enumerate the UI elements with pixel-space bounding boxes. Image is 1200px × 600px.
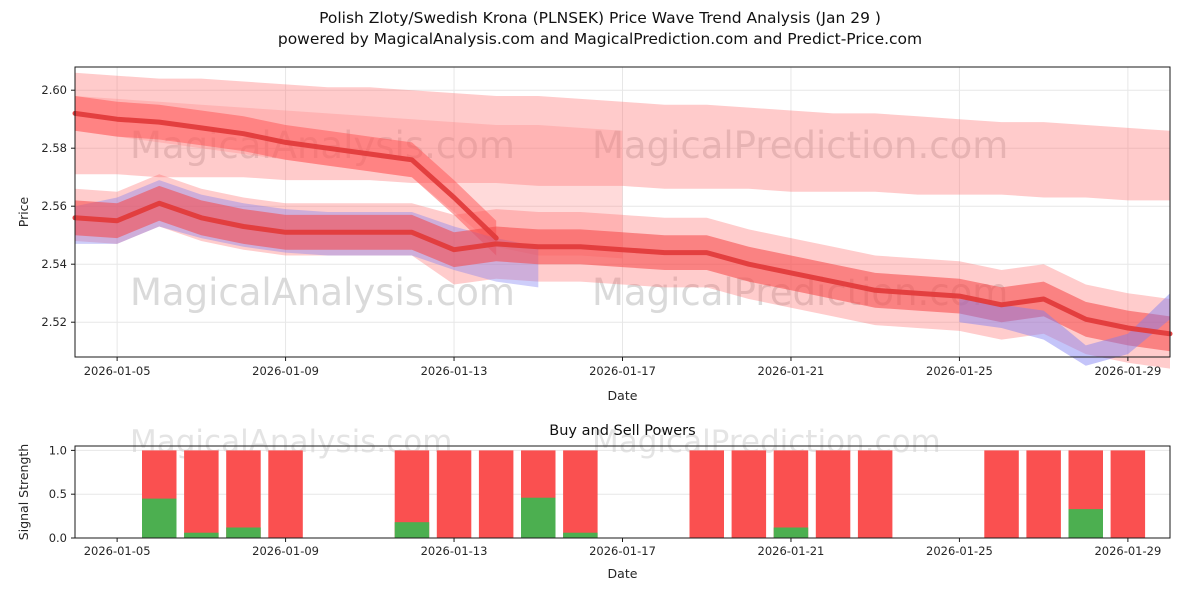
main-xtick-label: 2026-01-21: [758, 364, 825, 378]
line-upper-trend-line: [72, 110, 499, 241]
buy-bar: [521, 497, 556, 538]
signal-ytick-label: 1.0: [49, 443, 67, 457]
price-bands: [75, 72, 1170, 369]
sell-bar: [857, 450, 893, 538]
signal-ytick-label: 0.0: [49, 531, 67, 545]
main-xtick-label: 2026-01-05: [84, 364, 151, 378]
sell-bar: [815, 450, 851, 538]
buy-bar: [142, 498, 177, 538]
sell-bar: [184, 450, 219, 538]
signal-bars: [142, 450, 1146, 538]
main-ytick-label: 2.56: [41, 199, 67, 213]
charts-root: MagicalAnalysis.com MagicalPrediction.com…: [16, 66, 1173, 581]
line-main-price-line: [72, 200, 1173, 337]
main-ytick-label: 2.58: [41, 141, 67, 155]
chart-title-line2: powered by MagicalAnalysis.com and Magic…: [277, 29, 923, 48]
sell-bar: [984, 450, 1019, 538]
watermark-text: MagicalAnalysis.com: [130, 271, 515, 314]
buy-bar: [563, 532, 598, 538]
sell-bar: [689, 450, 724, 538]
signal-xtick-label: 2026-01-29: [1094, 544, 1161, 558]
sell-bar: [268, 450, 303, 538]
signal-xtick-label: 2026-01-13: [421, 544, 488, 558]
sell-bar: [731, 450, 767, 538]
signal-xtick-label: 2026-01-09: [252, 544, 319, 558]
price-lines: [72, 110, 1173, 337]
axes: 2026-01-05 2026-01-09 2026-01-13 2026-01-17…: [16, 66, 1171, 581]
band-upper-trend-inner-band: [75, 96, 497, 256]
charts-canvas: MagicalAnalysis.com MagicalPrediction.com…: [16, 66, 1173, 581]
buy-bar: [184, 532, 219, 538]
main-yaxis-label: Price: [16, 196, 31, 227]
band-blue-right-band: [959, 293, 1170, 366]
signal-chart-title: Buy and Sell Powers: [549, 423, 695, 439]
chart-title: Polish Zloty/Swedish Krona (PLNSEK) Pric…: [0, 8, 1200, 50]
signal-xtick-label: 2026-01-21: [758, 544, 825, 558]
signal-xtick-label: 2026-01-05: [84, 544, 151, 558]
main-ytick-label: 2.54: [41, 257, 67, 271]
sell-bar: [478, 450, 514, 538]
buy-bar: [773, 527, 809, 538]
main-ytick-label: 2.52: [41, 315, 67, 329]
sell-bar: [563, 450, 598, 538]
sell-bar: [1110, 450, 1146, 538]
main-xaxis-label: Date: [608, 388, 638, 403]
signal-ytick-label: 0.5: [49, 487, 67, 501]
sell-bar: [1026, 450, 1061, 538]
band-inner-main-band: [75, 185, 1170, 352]
buy-bar: [394, 522, 430, 538]
signal-yaxis-label: Signal Strength: [16, 444, 31, 540]
sell-bar: [226, 450, 261, 538]
watermark-text: MagicalPrediction.com: [592, 124, 1008, 167]
buy-bar: [1068, 509, 1103, 538]
chart-title-line1: Polish Zloty/Swedish Krona (PLNSEK) Pric…: [319, 9, 881, 27]
main-xtick-label: 2026-01-29: [1094, 364, 1161, 378]
main-xtick-label: 2026-01-25: [926, 364, 993, 378]
sell-bar: [773, 450, 809, 538]
main-xtick-label: 2026-01-09: [252, 364, 319, 378]
main-ytick-label: 2.60: [41, 83, 67, 97]
main-xtick-label: 2026-01-13: [421, 364, 488, 378]
signal-xtick-label: 2026-01-25: [926, 544, 993, 558]
sell-bar: [436, 450, 472, 538]
signal-xaxis-label: Date: [608, 566, 638, 581]
buy-bar: [226, 527, 261, 538]
signal-xtick-label: 2026-01-17: [589, 544, 656, 558]
main-xtick-label: 2026-01-17: [589, 364, 656, 378]
